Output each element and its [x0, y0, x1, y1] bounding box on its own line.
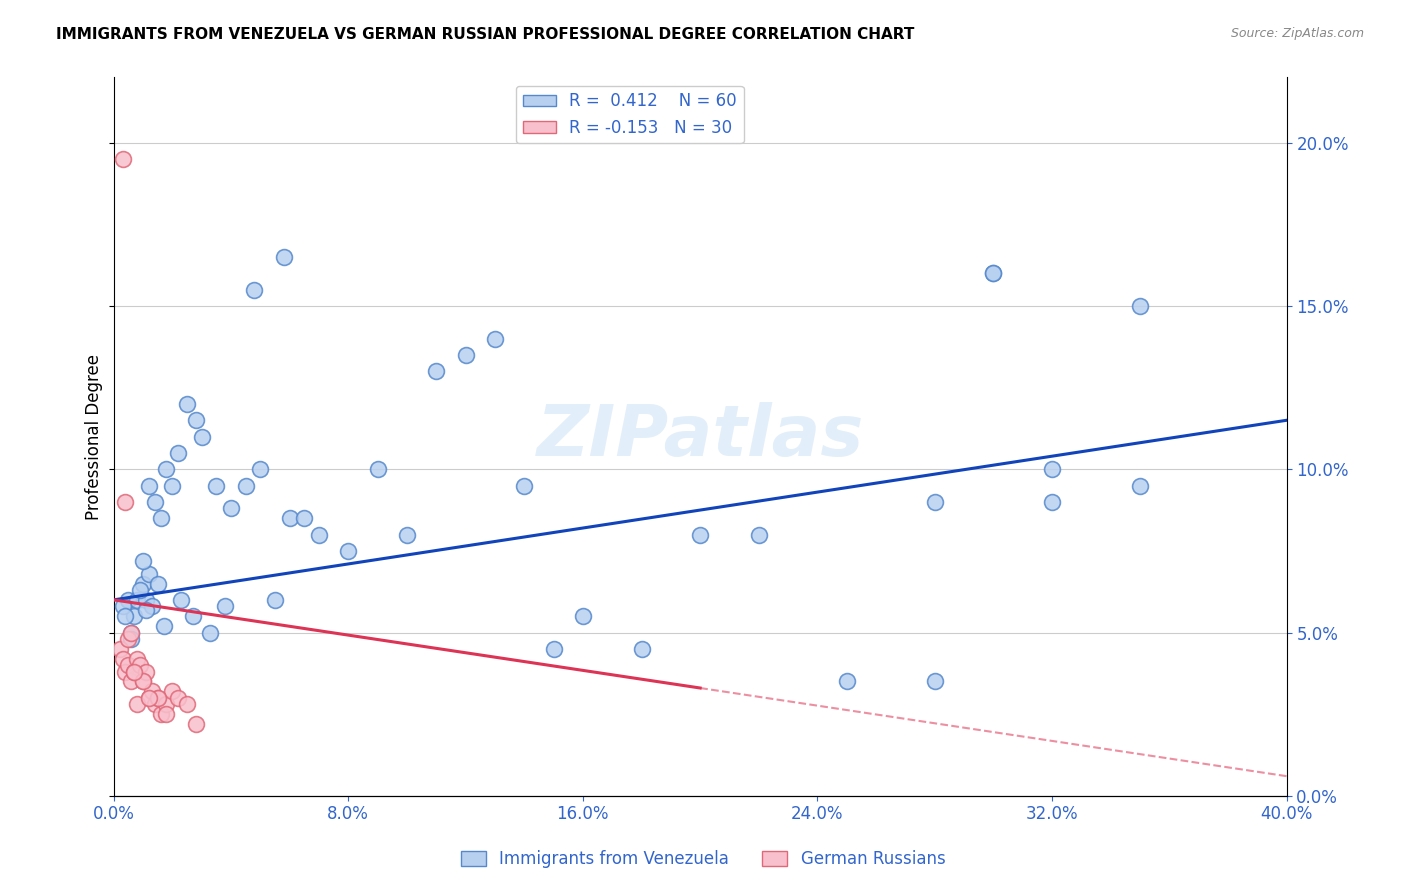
Point [138, 566, 160, 581]
Point [155, 462, 177, 476]
Point [114, 665, 136, 679]
Point [129, 582, 152, 597]
Legend: R =  0.412    N = 60, R = -0.153   N = 30: R = 0.412 N = 60, R = -0.153 N = 30 [516, 86, 744, 144]
Point [513, 478, 536, 492]
Point [132, 674, 155, 689]
Point [127, 592, 149, 607]
Point [143, 495, 166, 509]
Point [141, 599, 163, 614]
Point [748, 527, 770, 541]
Point [454, 348, 477, 362]
Point [292, 511, 315, 525]
Point [425, 364, 447, 378]
Point [146, 690, 169, 705]
Text: ZIPatlas: ZIPatlas [537, 402, 863, 471]
Point [167, 690, 190, 705]
Point [143, 698, 166, 712]
Point [205, 478, 228, 492]
Point [117, 632, 139, 646]
Y-axis label: Professional Degree: Professional Degree [86, 353, 103, 520]
Point [155, 698, 177, 712]
Point [127, 651, 149, 665]
Point [1040, 495, 1063, 509]
Point [983, 266, 1005, 280]
Point [543, 641, 565, 656]
Point [117, 592, 139, 607]
Point [111, 599, 134, 614]
Point [190, 429, 212, 443]
Point [162, 684, 184, 698]
Point [176, 397, 198, 411]
Point [146, 576, 169, 591]
Text: Source: ZipAtlas.com: Source: ZipAtlas.com [1230, 27, 1364, 40]
Point [122, 665, 145, 679]
Point [108, 641, 131, 656]
Point [149, 707, 172, 722]
Point [1129, 299, 1152, 313]
Point [122, 665, 145, 679]
Point [395, 527, 418, 541]
Point [214, 599, 236, 614]
Point [127, 698, 149, 712]
Point [135, 592, 157, 607]
Point [114, 495, 136, 509]
Point [135, 665, 157, 679]
Point [200, 625, 222, 640]
Point [1129, 478, 1152, 492]
Point [120, 674, 142, 689]
Point [138, 690, 160, 705]
Legend: Immigrants from Venezuela, German Russians: Immigrants from Venezuela, German Russia… [454, 844, 952, 875]
Point [184, 413, 207, 427]
Point [170, 592, 193, 607]
Point [149, 511, 172, 525]
Point [983, 266, 1005, 280]
Point [337, 544, 360, 558]
Text: IMMIGRANTS FROM VENEZUELA VS GERMAN RUSSIAN PROFESSIONAL DEGREE CORRELATION CHAR: IMMIGRANTS FROM VENEZUELA VS GERMAN RUSS… [56, 27, 915, 42]
Point [181, 609, 204, 624]
Point [689, 527, 711, 541]
Point [135, 602, 157, 616]
Point [273, 250, 295, 264]
Point [132, 674, 155, 689]
Point [132, 576, 155, 591]
Point [129, 658, 152, 673]
Point [155, 707, 177, 722]
Point [243, 283, 266, 297]
Point [120, 625, 142, 640]
Point [114, 609, 136, 624]
Point [219, 501, 242, 516]
Point [120, 632, 142, 646]
Point [264, 592, 287, 607]
Point [111, 152, 134, 166]
Point [235, 478, 257, 492]
Point [924, 495, 946, 509]
Point [111, 651, 134, 665]
Point [924, 674, 946, 689]
Point [308, 527, 330, 541]
Point [122, 609, 145, 624]
Point [132, 554, 155, 568]
Point [278, 511, 301, 525]
Point [835, 674, 858, 689]
Point [367, 462, 389, 476]
Point [138, 690, 160, 705]
Point [152, 619, 174, 633]
Point [146, 690, 169, 705]
Point [120, 625, 142, 640]
Point [162, 478, 184, 492]
Point [167, 446, 190, 460]
Point [249, 462, 271, 476]
Point [484, 332, 506, 346]
Point [572, 609, 595, 624]
Point [630, 641, 652, 656]
Point [1040, 462, 1063, 476]
Point [138, 478, 160, 492]
Point [141, 684, 163, 698]
Point [184, 717, 207, 731]
Point [176, 698, 198, 712]
Point [117, 658, 139, 673]
